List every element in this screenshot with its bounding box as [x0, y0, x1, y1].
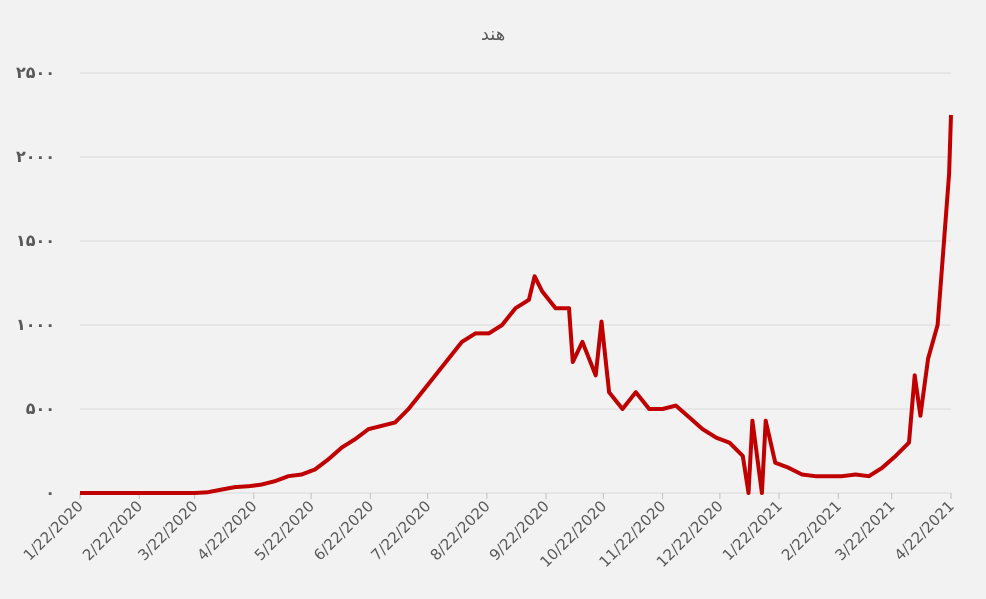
x-tick-label: 5/22/2020: [251, 497, 318, 564]
x-tick-label: 8/22/2020: [427, 497, 494, 564]
y-tick-label: ۱۵۰۰: [16, 231, 55, 250]
x-tick-label: 6/22/2020: [310, 497, 377, 564]
x-tick-label: 4/22/2020: [194, 497, 261, 564]
x-tick-label: 1/22/2020: [20, 497, 87, 564]
chart-title: هند: [481, 24, 505, 45]
y-tick-label: ۲۵۰۰: [16, 63, 55, 82]
y-tick-label: ۵۰۰: [26, 399, 55, 418]
x-tick-label: 1/22/2021: [719, 497, 786, 564]
x-tick-label: 3/22/2020: [134, 497, 201, 564]
y-tick-label: ۰: [45, 483, 55, 502]
x-tick-label: 7/22/2020: [367, 497, 434, 564]
x-tick-label: 4/22/2021: [891, 497, 958, 564]
y-tick-label: ۱۰۰۰: [16, 315, 55, 334]
y-tick-label: ۲۰۰۰: [16, 147, 55, 166]
data-line: [80, 114, 953, 495]
